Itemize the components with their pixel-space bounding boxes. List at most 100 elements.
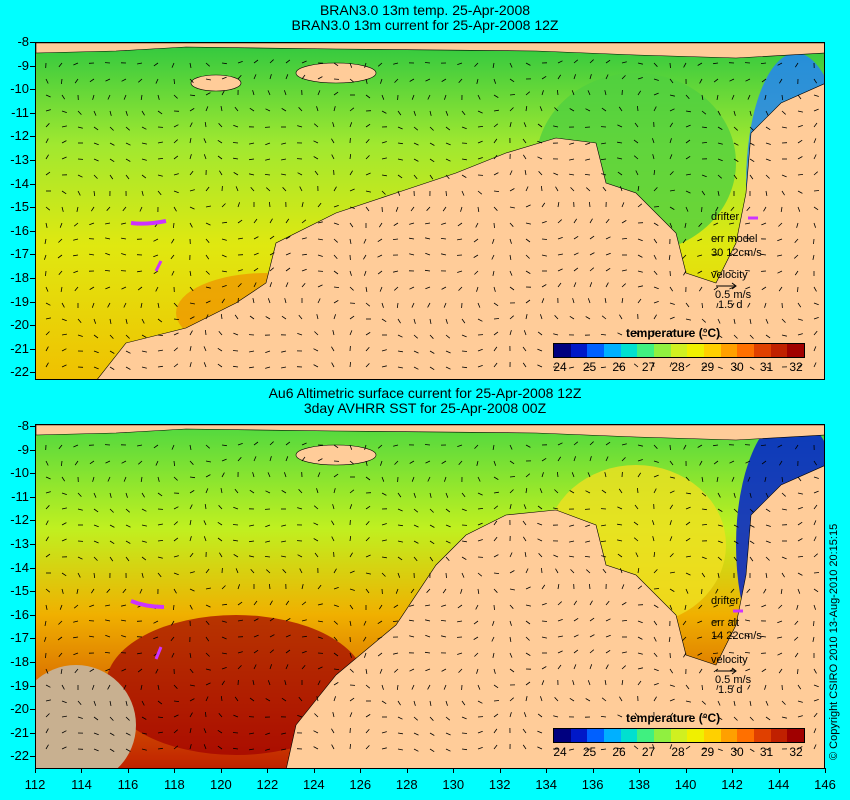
current-arrow (715, 588, 719, 594)
current-arrow (281, 142, 287, 145)
current-arrow (269, 59, 274, 64)
current-arrow (189, 108, 195, 112)
current-arrow (221, 203, 226, 208)
current-arrow (557, 268, 563, 272)
current-arrow (77, 508, 83, 511)
current-arrow (220, 106, 223, 112)
current-arrow (281, 697, 287, 702)
current-arrow (397, 508, 403, 512)
current-arrow (812, 636, 815, 642)
current-arrow (269, 441, 274, 446)
current-arrow (285, 456, 289, 462)
current-arrow (138, 78, 143, 83)
current-arrow (761, 222, 767, 226)
current-arrow (381, 523, 387, 526)
current-arrow (141, 366, 147, 369)
current-arrow (685, 155, 691, 160)
current-arrow (205, 604, 211, 608)
current-arrow (445, 572, 447, 579)
current-arrow (461, 350, 468, 352)
current-arrow (203, 154, 207, 160)
current-arrow (205, 696, 209, 702)
current-arrow (457, 444, 463, 447)
current-arrow (586, 187, 591, 192)
current-arrow (589, 74, 592, 80)
current-arrow (604, 680, 607, 686)
current-arrow (189, 94, 196, 97)
colorbar-tick-label: 26 (612, 745, 626, 759)
current-arrow (189, 122, 193, 128)
current-arrow (653, 270, 658, 276)
velocity-duration-label: 1.5 d (718, 299, 743, 311)
current-arrow (637, 585, 643, 590)
current-arrow (349, 286, 354, 291)
current-arrow (781, 700, 786, 705)
latitude-tick (30, 520, 35, 522)
current-arrow (509, 460, 515, 465)
current-arrow (619, 314, 623, 320)
current-arrow (105, 604, 111, 607)
current-arrow (141, 190, 144, 196)
current-arrow (157, 158, 164, 160)
current-arrow (249, 366, 255, 369)
current-arrow (509, 588, 515, 591)
current-arrow (669, 330, 674, 336)
current-arrow (105, 222, 111, 225)
current-arrow (509, 604, 514, 609)
current-arrow (249, 107, 255, 112)
current-arrow (92, 94, 95, 100)
current-arrow (221, 444, 227, 447)
missing-data-patch (36, 665, 136, 768)
current-arrow (605, 664, 609, 670)
current-arrow (637, 444, 643, 447)
current-arrow (537, 140, 543, 144)
drifter-label: drifter (711, 595, 740, 607)
current-arrow (285, 74, 289, 80)
current-arrow (61, 364, 67, 368)
current-arrow (413, 110, 416, 116)
current-arrow (396, 684, 399, 690)
current-arrow (682, 620, 687, 626)
current-arrow (477, 365, 483, 368)
current-arrow (189, 444, 192, 450)
current-arrow (717, 492, 721, 498)
current-arrow (652, 536, 655, 542)
colorbar-swatch (570, 729, 588, 742)
current-arrow (761, 286, 767, 291)
current-arrow (458, 460, 463, 466)
current-arrow (424, 62, 431, 64)
current-arrow (173, 94, 178, 99)
current-arrow (729, 460, 735, 464)
colorbar-title: temperature (°C) (626, 711, 721, 725)
current-arrow (413, 366, 419, 370)
current-arrow (333, 106, 336, 112)
current-arrow (297, 554, 303, 558)
current-arrow (301, 74, 306, 80)
current-arrow (217, 537, 223, 542)
current-arrow (701, 302, 703, 309)
latitude-label: -20 (10, 317, 29, 333)
current-arrow (61, 507, 67, 510)
current-arrow (509, 330, 512, 336)
current-arrow (429, 524, 435, 528)
longitude-label: 144 (767, 777, 790, 792)
current-arrow (364, 444, 367, 450)
current-arrow (237, 74, 242, 80)
current-arrow (221, 458, 227, 462)
latitude-tick (30, 544, 35, 545)
colorbar-tick-label: 24 (553, 745, 567, 759)
current-arrow (363, 238, 367, 244)
current-arrow (604, 90, 607, 96)
current-arrow (61, 110, 67, 113)
current-arrow (365, 155, 370, 160)
current-arrow (474, 652, 479, 657)
current-arrow (493, 286, 496, 292)
top-map-panel[interactable]: drifter err model 30 12cm/s velocity 0.5… (35, 42, 825, 380)
colorbar-swatch (654, 344, 671, 357)
bottom-map-panel[interactable]: drifter err alt 14 22cm/s velocity 0.5 m… (35, 424, 825, 769)
current-arrow (797, 364, 803, 368)
current-arrow (45, 699, 51, 702)
current-arrow (157, 141, 163, 144)
current-arrow (429, 540, 435, 545)
current-arrow (813, 78, 818, 84)
